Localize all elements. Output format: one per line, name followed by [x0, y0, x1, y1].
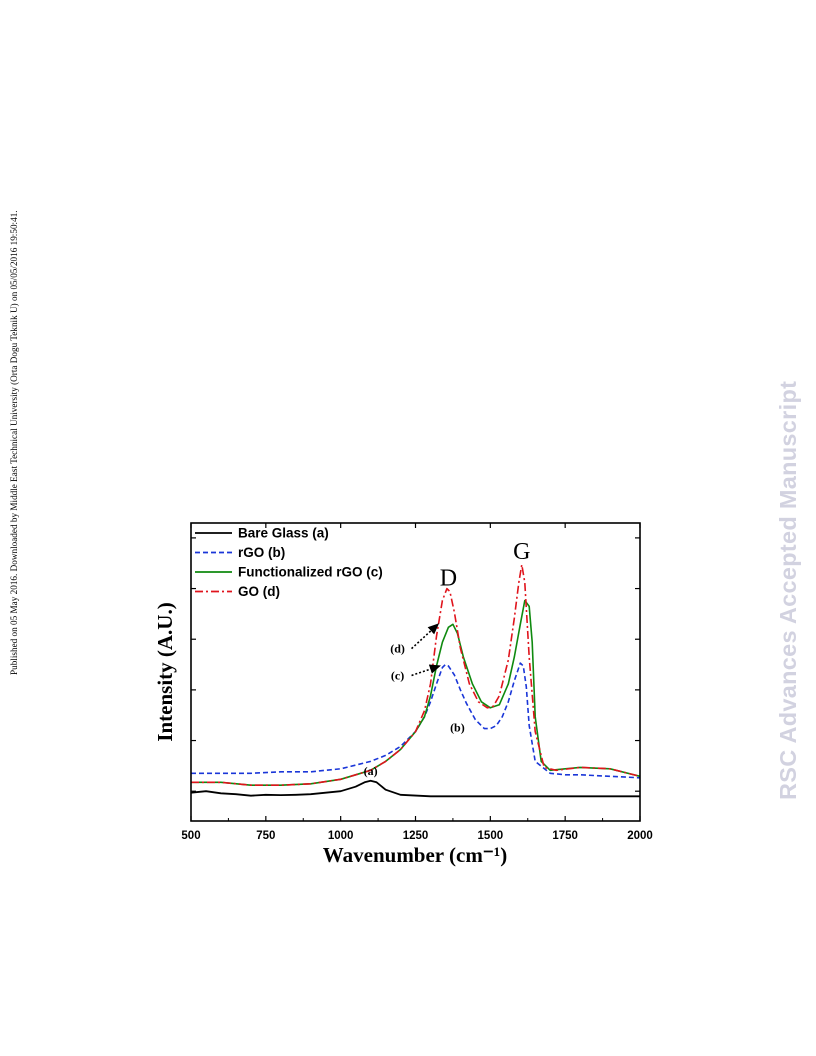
legend-label: GO (d) [238, 584, 280, 599]
annotation-layer: D G (a) (b) (c) (d) [364, 539, 531, 778]
download-notice: Published on 05 May 2016. Downloaded by … [9, 210, 19, 675]
curve-pointer-arrow [410, 623, 440, 650]
chart-legend: Bare Glass (a) rGO (b) Functionalized rGO … [195, 526, 383, 599]
x-tick-label: 1250 [403, 830, 429, 842]
x-tick-label: 1750 [552, 830, 578, 842]
ticks-layer: 500 750 1000 1250 1500 1750 2000 [181, 523, 653, 842]
peak-label: D [440, 566, 457, 592]
x-tick-label: 1500 [478, 830, 504, 842]
curve-label: (c) [391, 668, 404, 682]
manuscript-watermark: RSC Advances Accepted Manuscript [775, 380, 801, 800]
x-tick-label: 500 [181, 830, 200, 842]
raman-spectrum-chart: 500 750 1000 1250 1500 1750 2000 Bare Glass (a… [153, 522, 653, 867]
y-axis-label: Intensity (A.U.) [153, 602, 177, 741]
legend-label: rGO (b) [238, 545, 285, 560]
series-line-4 [191, 563, 641, 787]
curve-label: (b) [450, 721, 465, 735]
series-line-1 [190, 779, 640, 798]
x-tick-label: 750 [256, 830, 275, 842]
series-line-2 [191, 662, 641, 779]
curve-pointer-arrow [411, 664, 441, 677]
raman-spectrum-figure: 500 750 1000 1250 1500 1750 2000 Bare Glass (a… [150, 520, 660, 870]
legend-label: Functionalized rGO (c) [238, 565, 383, 580]
x-axis-label: Wavenumber (cm⁻¹) [323, 843, 507, 867]
curve-label: (d) [390, 642, 405, 656]
legend-label: Bare Glass (a) [238, 526, 329, 541]
peak-label: G [513, 539, 530, 565]
x-tick-label: 2000 [627, 830, 653, 842]
series-line-3 [191, 599, 641, 787]
curve-label: (a) [364, 764, 378, 778]
x-tick-label: 1000 [328, 830, 354, 842]
series-layer [190, 563, 641, 798]
